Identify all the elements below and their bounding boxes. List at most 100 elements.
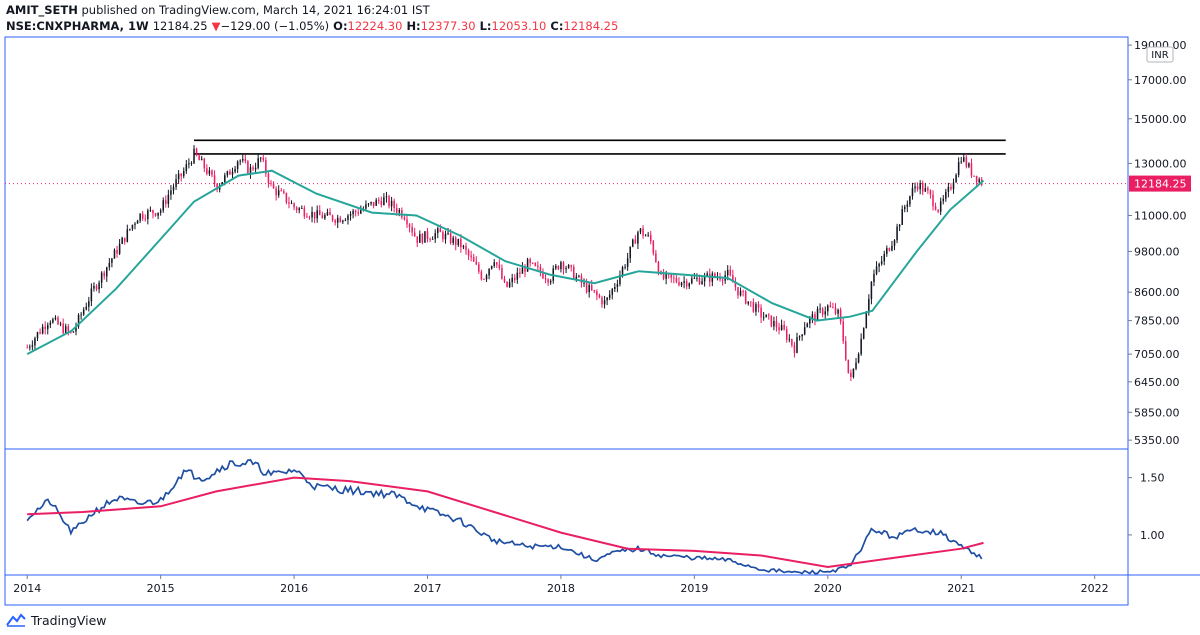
candle-body[interactable] [862,328,865,339]
candle-body[interactable] [506,281,508,287]
candle-body[interactable] [827,305,829,312]
candle-body[interactable] [275,188,277,196]
candle-body[interactable] [809,317,811,324]
candle-body[interactable] [670,274,673,278]
candle-body[interactable] [162,200,164,211]
candle-body[interactable] [606,297,608,301]
candle-body[interactable] [762,317,765,319]
candle-body[interactable] [411,227,413,233]
candle-body[interactable] [578,275,580,277]
candle-body[interactable] [352,210,354,215]
candle-body[interactable] [649,234,652,242]
candle-body[interactable] [229,171,231,175]
candle-body[interactable] [270,183,272,184]
candle-body[interactable] [485,275,488,280]
candle-body[interactable] [483,279,485,281]
symbol-name[interactable]: NSE:CNXPHARMA, 1W [6,19,149,33]
candle-body[interactable] [172,186,175,191]
candle-body[interactable] [945,191,947,199]
candle-body[interactable] [298,208,300,211]
candle-body[interactable] [265,160,267,174]
candle-body[interactable] [570,265,572,267]
candle-body[interactable] [203,158,206,169]
candle-body[interactable] [965,157,968,167]
candle-body[interactable] [408,224,411,228]
candle-body[interactable] [152,210,154,214]
candle-body[interactable] [891,245,893,251]
candle-body[interactable] [429,238,431,240]
candle-body[interactable] [821,308,824,315]
candle-body[interactable] [213,175,216,184]
candle-body[interactable] [57,317,59,325]
candle-body[interactable] [106,267,108,277]
candle-body[interactable] [544,278,547,280]
candle-body[interactable] [529,259,531,263]
candle-body[interactable] [732,275,734,283]
candle-body[interactable] [806,323,809,328]
candle-body[interactable] [708,273,711,282]
candle-body[interactable] [942,198,945,202]
candle-body[interactable] [755,304,757,312]
candle-body[interactable] [370,201,372,204]
candle-body[interactable] [521,267,524,274]
candle-body[interactable] [90,288,93,302]
candle-body[interactable] [208,170,211,174]
candle-body[interactable] [41,326,44,334]
candle-body[interactable] [36,332,39,339]
candle-body[interactable] [747,301,750,304]
candle-body[interactable] [116,249,118,254]
candle-body[interactable] [593,289,596,292]
candle-body[interactable] [819,308,821,310]
candle-body[interactable] [121,237,123,244]
candle-body[interactable] [714,273,716,277]
candle-body[interactable] [454,237,457,246]
candle-body[interactable] [354,210,357,213]
candle-body[interactable] [324,215,326,219]
candle-body[interactable] [442,232,444,240]
candle-body[interactable] [447,232,449,234]
candle-body[interactable] [224,175,226,183]
candle-body[interactable] [336,217,339,223]
candle-body[interactable] [82,309,85,315]
candle-body[interactable] [170,190,172,195]
candle-body[interactable] [254,167,257,170]
candle-body[interactable] [842,321,844,342]
ratio-indicator[interactable] [26,458,984,575]
candle-body[interactable] [688,283,691,287]
candle-body[interactable] [398,209,401,213]
candle-body[interactable] [955,174,957,183]
candle-body[interactable] [372,201,375,206]
candle-body[interactable] [444,233,447,240]
candle-body[interactable] [131,224,134,229]
candle-body[interactable] [424,231,426,243]
candle-body[interactable] [67,326,70,332]
candle-body[interactable] [498,264,501,268]
candle-body[interactable] [385,196,388,198]
candle-body[interactable] [883,253,886,262]
candle-body[interactable] [75,326,77,332]
candle-body[interactable] [793,345,796,353]
candle-body[interactable] [575,276,578,280]
moving-average-line[interactable] [26,169,985,355]
candle-body[interactable] [519,272,521,274]
candle-body[interactable] [639,228,642,233]
candle-body[interactable] [783,324,785,330]
candle-body[interactable] [503,278,506,282]
candle-body[interactable] [737,287,739,296]
candle-body[interactable] [929,190,932,195]
candle-body[interactable] [691,278,693,284]
candle-body[interactable] [565,268,567,270]
candle-body[interactable] [742,290,744,292]
candle-body[interactable] [326,212,329,216]
candle-body[interactable] [49,322,52,325]
candle-body[interactable] [832,307,834,308]
candle-body[interactable] [195,148,198,156]
candle-body[interactable] [939,201,942,212]
candle-body[interactable] [647,234,649,236]
chart-canvas[interactable]: 19000.0017000.0015000.0013000.0011000.00… [0,0,1200,610]
candle-body[interactable] [557,265,560,270]
candle-body[interactable] [611,288,614,295]
candle-body[interactable] [344,219,347,221]
candle-body[interactable] [911,188,914,197]
candle-body[interactable] [377,199,380,202]
